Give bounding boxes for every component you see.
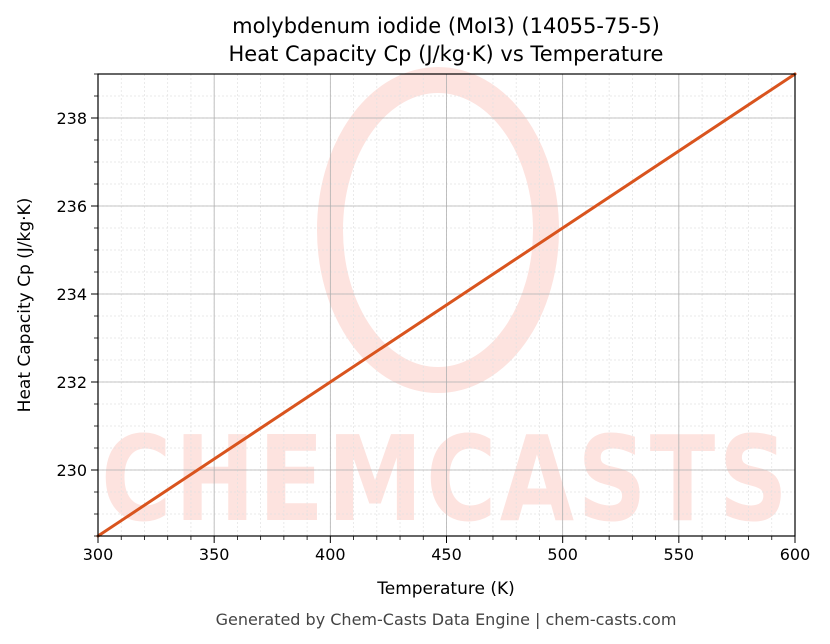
y-tick-label: 230	[56, 461, 87, 480]
watermark-text: CHEMCASTS	[101, 410, 791, 548]
chart-title: molybdenum iodide (MoI3) (14055-75-5)	[232, 14, 660, 38]
x-axis-label: Temperature (K)	[376, 579, 515, 599]
series-layer	[96, 72, 797, 538]
x-tick-label: 350	[199, 545, 230, 564]
x-tick-label: 500	[547, 545, 578, 564]
y-tick-label: 234	[56, 285, 87, 304]
chart-subtitle: Heat Capacity Cp (J/kg·K) vs Temperature	[229, 42, 664, 66]
y-tick-label: 236	[56, 197, 87, 216]
x-tick-label: 400	[315, 545, 346, 564]
series-line-0	[96, 72, 797, 538]
footer-credit: Generated by Chem-Casts Data Engine | ch…	[216, 610, 677, 629]
x-tick-label: 300	[83, 545, 114, 564]
x-tick-label: 450	[431, 545, 462, 564]
y-axis-label: Heat Capacity Cp (J/kg·K)	[15, 198, 35, 413]
y-axis-ticks: 230 232 234 236 238	[56, 73, 98, 537]
x-tick-label: 600	[780, 545, 811, 564]
x-axis-ticks: 300 350 400 450 500 550 600	[83, 536, 811, 564]
y-tick-label: 232	[56, 373, 87, 392]
y-tick-label: 238	[56, 109, 87, 128]
x-tick-label: 550	[664, 545, 695, 564]
